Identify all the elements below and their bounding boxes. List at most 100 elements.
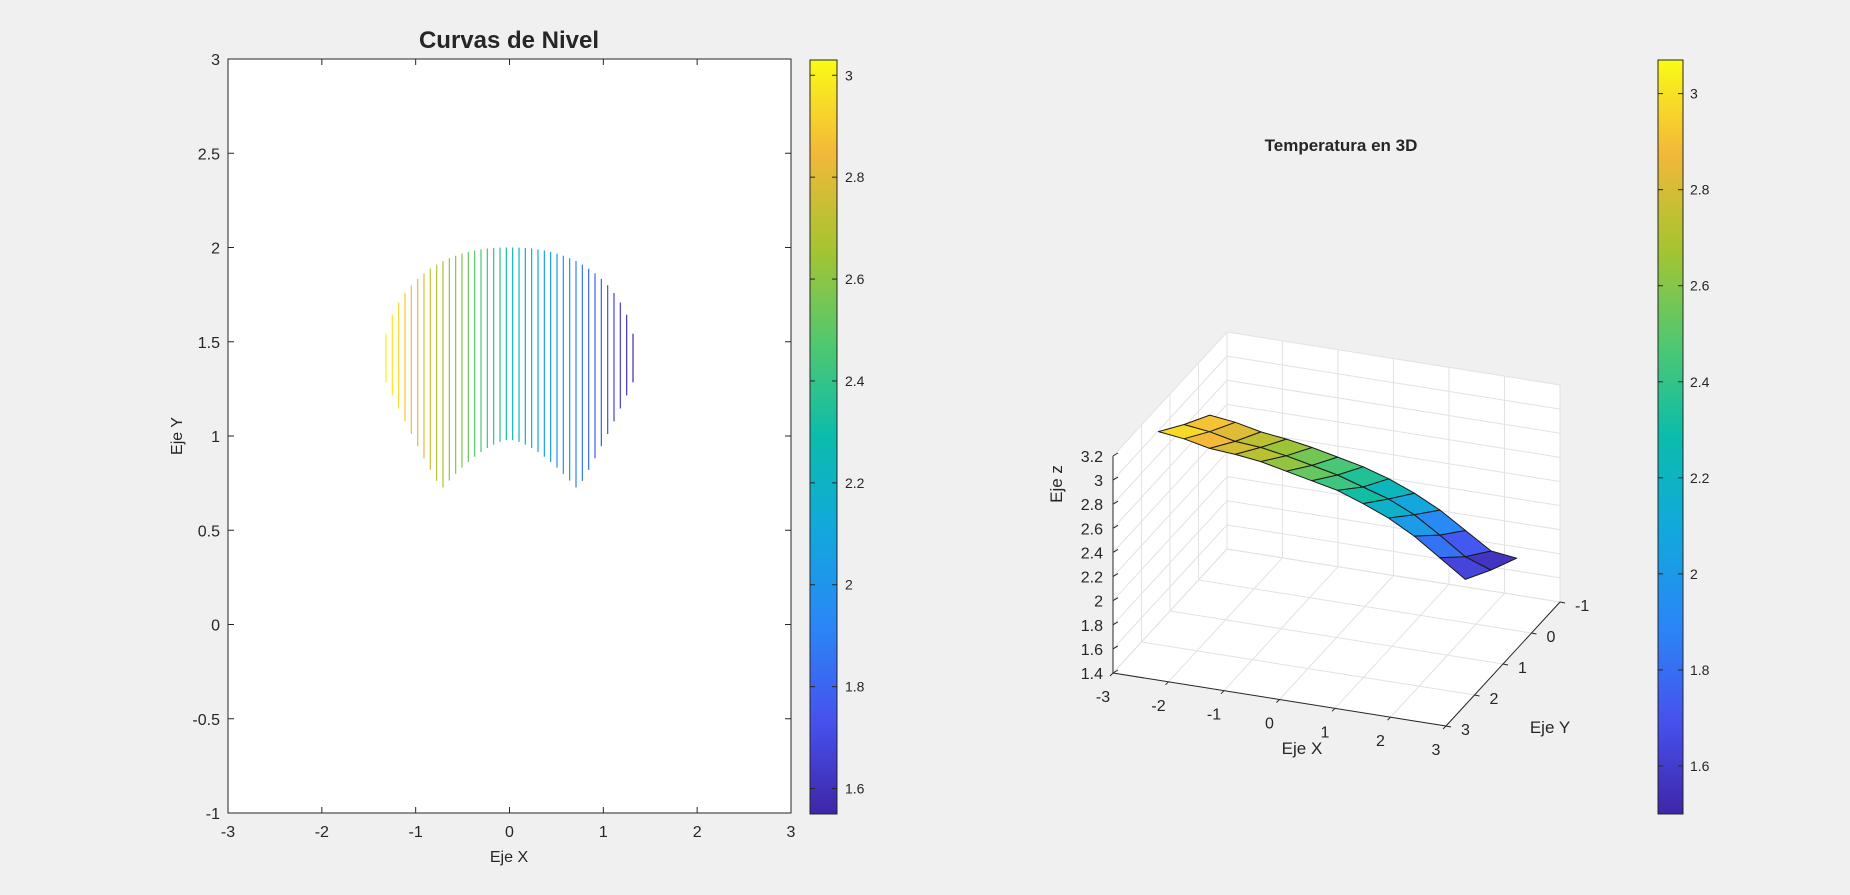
z-tick-mark: [1112, 621, 1119, 626]
colorbar-tick-label: 1.8: [845, 679, 865, 695]
y-tick-mark: [1474, 694, 1480, 697]
colorbar-tick-label: 2.2: [1690, 470, 1710, 486]
colorbar-tick-label: 2.8: [845, 169, 865, 185]
colorbar-tick-label: 2.8: [1690, 182, 1710, 198]
contour-title: Curvas de Nivel: [419, 27, 599, 54]
colorbar-tick-label: 2.2: [845, 475, 865, 491]
x-tick-label: 1: [599, 824, 608, 841]
x-tick-label: 0: [505, 824, 514, 841]
grid-line: [1112, 500, 1228, 626]
y-tick-label: -1: [1575, 598, 1589, 615]
grid-line: [1112, 379, 1228, 505]
grid-line: [1112, 452, 1228, 577]
x-tick-label: 2: [1376, 733, 1385, 750]
z-tick-label: 1.6: [1081, 642, 1103, 659]
z-tick-mark: [1112, 573, 1119, 577]
contour-y-axis-label: Eje Y: [169, 417, 186, 455]
colorbar-tick-label: 3: [845, 67, 853, 83]
z-tick-label: 2.2: [1081, 570, 1103, 587]
y-tick-label: 1: [211, 429, 220, 446]
grid-line: [1226, 379, 1561, 434]
x-tick-label: 1: [1321, 724, 1330, 741]
x-tick-label: -2: [315, 824, 329, 841]
colorbar-tick-label: 2: [845, 577, 853, 593]
grid-line: [1226, 548, 1561, 603]
grid-line: [1141, 641, 1475, 696]
contour-colorbar-box: [809, 59, 838, 815]
z-tick-mark: [1112, 597, 1119, 602]
surface-z-ticks: 1.4 1.6 1.8 2 2.2 2.4 2.6 2.8 3 3.2: [1081, 449, 1119, 683]
z-tick-mark: [1112, 524, 1119, 529]
colorbar-tick-label: 1.6: [1690, 758, 1710, 774]
colorbar-tick-label: 2: [1690, 566, 1698, 582]
surface-colorbar-gradient: [1658, 60, 1683, 814]
surface-colorbar-ticks: 1.6 1.8 2 2.2 2.4 2.6 2.8 3: [1658, 86, 1710, 774]
x-tick-label: -1: [1207, 707, 1221, 724]
contour-axes-background: [228, 59, 791, 813]
grid-line: [1226, 355, 1561, 410]
grid-line: [1226, 427, 1561, 482]
y-tick-label: 0: [1547, 629, 1556, 646]
grid-line: [1226, 500, 1561, 555]
z-tick-mark: [1112, 669, 1119, 674]
surface-grid: [1112, 331, 1561, 727]
x-tick-label: -1: [409, 824, 423, 841]
contour-lines: [385, 247, 634, 488]
y-tick-label: 1.5: [198, 335, 220, 352]
surface-mesh: [1158, 414, 1518, 580]
grid-line: [1112, 548, 1228, 674]
y-tick-label: -1: [206, 806, 220, 823]
y-tick-label: 2: [211, 241, 220, 258]
colorbar-tick-label: 3: [1690, 86, 1698, 102]
z-tick-label: 3: [1094, 473, 1103, 490]
z-tick-label: 1.8: [1081, 618, 1103, 635]
x-tick-label: 2: [693, 824, 702, 841]
grid-line: [1226, 524, 1561, 579]
x-tick-mark: [1220, 690, 1225, 695]
z-tick-label: 1.4: [1081, 666, 1103, 683]
x-tick-label: -3: [1096, 689, 1110, 706]
grid-line: [1112, 476, 1228, 602]
contour-x-ticks: -3 -2 -1 0 1 2 3: [221, 59, 796, 841]
y-tick-label: 1: [1518, 660, 1527, 677]
x-tick-mark: [1387, 716, 1391, 721]
z-tick-mark: [1112, 476, 1119, 481]
y-tick-label: 0: [211, 618, 220, 635]
x-tick-label: -2: [1151, 698, 1165, 715]
y-tick-label: 3: [1461, 722, 1470, 739]
grid-line: [1112, 355, 1228, 481]
z-tick-label: 2.8: [1081, 497, 1103, 514]
contour-x-axis-label: Eje X: [490, 849, 529, 866]
x-tick-mark: [1165, 681, 1169, 686]
surface-z-axis-label: Eje z: [1047, 465, 1066, 503]
x-tick-label: 3: [787, 824, 796, 841]
y-tick-label: 2.5: [198, 146, 220, 163]
z-tick-label: 2.6: [1081, 521, 1103, 538]
surface-colorbar: 1.6 1.8 2 2.2 2.4 2.6 2.8 3: [1657, 59, 1710, 815]
grid-line: [1226, 403, 1561, 458]
grid-line: [1112, 331, 1228, 457]
colorbar-tick-label: 2.4: [1690, 374, 1710, 390]
x-tick-mark: [1331, 707, 1336, 712]
contour-plot[interactable]: -3 -2 -1 0 1 2 3 -1 -0.5 0 0.5 1 1.5 2 2.5 3 Curvas de…: [169, 27, 796, 866]
z-tick-mark: [1112, 645, 1119, 650]
contour-y-ticks: -1 -0.5 0 0.5 1 1.5 2 2.5 3: [192, 52, 791, 823]
surface-plot[interactable]: -3 -2 -1 0 1 2 3 -1 0 1 2 3 1.4 1.6 1.8 2 2.2 2.4 2.6 2.8…: [1047, 136, 1589, 759]
y-tick-mark: [1445, 725, 1452, 728]
y-tick-mark: [1502, 663, 1509, 666]
x-tick-label: -3: [221, 824, 235, 841]
surface-y-axis-label: Eje Y: [1530, 718, 1570, 737]
grid-line: [1169, 610, 1504, 665]
y-tick-label: 3: [211, 52, 220, 69]
y-tick-mark: [1559, 601, 1566, 604]
x-tick-mark: [1442, 725, 1447, 730]
z-tick-mark: [1112, 549, 1119, 553]
y-tick-mark: [1531, 632, 1537, 635]
z-tick-label: 2: [1094, 594, 1103, 611]
colorbar-tick-label: 1.6: [845, 781, 865, 797]
y-tick-label: 2: [1490, 691, 1499, 708]
surface-y-ticks: -1 0 1 2 3: [1445, 598, 1589, 739]
z-tick-mark: [1112, 452, 1119, 457]
y-tick-label: 0.5: [198, 523, 220, 540]
